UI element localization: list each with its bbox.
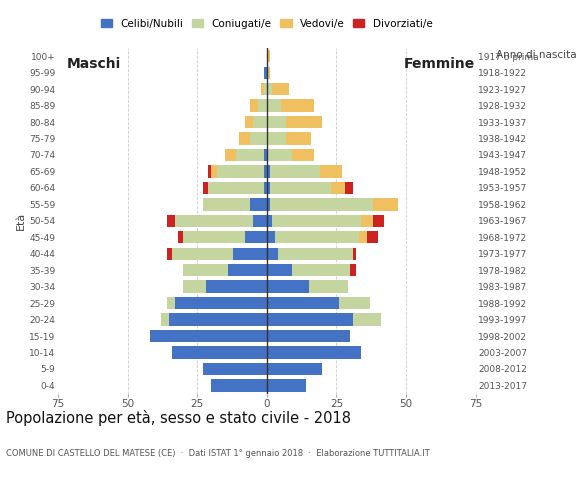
Bar [278,248,353,260]
Bar [267,149,292,161]
Legend: Celibi/Nubili, Coniugati/e, Vedovi/e, Divorziati/e: Celibi/Nubili, Coniugati/e, Vedovi/e, Di… [101,19,433,29]
Bar [233,248,267,260]
Bar [267,330,350,342]
Bar [372,198,398,211]
Bar [275,231,358,243]
Bar [250,198,267,211]
Bar [339,297,370,309]
Bar [211,165,217,178]
Bar [239,132,250,144]
Text: Popolazione per età, sesso e stato civile - 2018: Popolazione per età, sesso e stato civil… [6,410,351,426]
Bar [267,50,270,62]
Bar [358,231,367,243]
Bar [211,379,267,392]
Bar [353,248,356,260]
Bar [267,99,281,112]
Text: Femmine: Femmine [404,58,475,72]
Bar [267,182,270,194]
Text: COMUNE DI CASTELLO DEL MATESE (CE)  ·  Dati ISTAT 1° gennaio 2018  ·  Elaborazio: COMUNE DI CASTELLO DEL MATESE (CE) · Dat… [6,449,430,458]
Bar [267,231,275,243]
Bar [270,182,331,194]
Bar [345,182,353,194]
Bar [264,165,267,178]
Bar [253,215,267,227]
Bar [169,313,267,326]
Bar [261,83,264,96]
Bar [250,132,267,144]
Bar [228,264,267,276]
Bar [172,346,267,359]
Bar [172,248,233,260]
Bar [166,248,172,260]
Bar [161,313,169,326]
Bar [353,313,381,326]
Bar [267,248,278,260]
Bar [267,132,287,144]
Text: Maschi: Maschi [67,58,121,72]
Bar [264,67,267,79]
Bar [267,215,273,227]
Bar [292,264,350,276]
Bar [183,231,245,243]
Bar [273,215,361,227]
Bar [175,297,267,309]
Bar [350,264,356,276]
Bar [245,231,267,243]
Bar [267,165,270,178]
Y-axis label: Età: Età [16,212,26,230]
Bar [205,280,267,293]
Bar [208,182,264,194]
Bar [264,149,267,161]
Bar [267,363,322,375]
Bar [267,198,270,211]
Bar [183,264,228,276]
Bar [331,182,345,194]
Bar [166,215,175,227]
Bar [245,116,253,128]
Bar [270,198,372,211]
Bar [287,132,311,144]
Bar [236,149,264,161]
Bar [287,116,322,128]
Bar [267,379,306,392]
Bar [273,83,289,96]
Bar [267,313,353,326]
Bar [203,182,208,194]
Bar [372,215,384,227]
Bar [217,165,264,178]
Bar [264,83,267,96]
Bar [267,116,287,128]
Bar [183,280,205,293]
Bar [320,165,342,178]
Bar [203,363,267,375]
Bar [267,346,361,359]
Bar [292,149,314,161]
Bar [267,67,270,79]
Bar [166,297,175,309]
Bar [250,99,259,112]
Bar [225,149,236,161]
Bar [281,99,314,112]
Bar [267,83,273,96]
Bar [361,215,372,227]
Bar [253,116,267,128]
Text: Anno di nascita: Anno di nascita [496,50,577,60]
Bar [175,215,253,227]
Bar [267,297,339,309]
Bar [267,280,309,293]
Bar [367,231,378,243]
Bar [208,165,211,178]
Bar [267,264,292,276]
Bar [264,182,267,194]
Bar [309,280,347,293]
Bar [150,330,267,342]
Bar [270,165,320,178]
Bar [259,99,267,112]
Bar [203,198,250,211]
Bar [177,231,183,243]
